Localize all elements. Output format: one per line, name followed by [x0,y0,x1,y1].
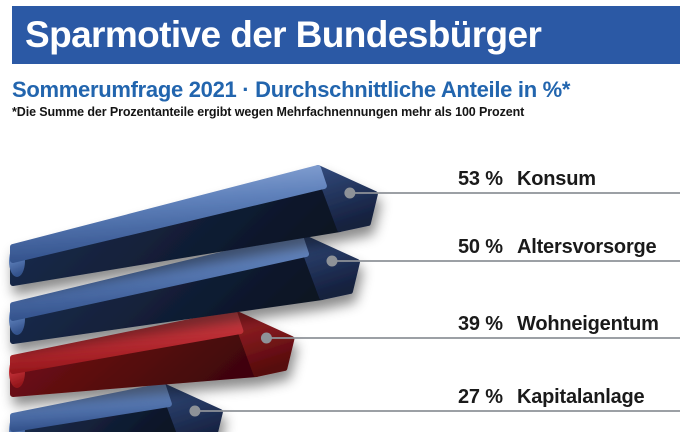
bar-konsum [9,165,378,286]
bar-wohneigentum [9,310,295,397]
bar-value-label: 50 % [458,236,503,258]
leader-dot [189,405,201,417]
bar-chart: 53 % Konsum 50 % Altersvorsorge 39 % Wohneige… [9,165,680,432]
bar-value-label: 39 % [458,313,503,335]
bar-top-face [10,383,172,432]
title-banner: Sparmotive der Bundesbürger [12,6,680,64]
bar-value-label: 53 % [458,168,503,190]
bar-category-label: Konsum [517,168,596,190]
bar-kapitalanlage [9,383,223,432]
leader-dot [260,332,272,344]
bar-altersvorsorge [9,233,360,344]
bar-category-label: Altersvorsorge [517,236,657,258]
bar-top-face [10,310,244,374]
leader-dot [344,187,356,199]
chart-subtitle: Sommerumfrage 2021 · Durchschnittliche A… [12,77,571,102]
chart-footnote: *Die Summe der Prozentanteile ergibt weg… [12,105,525,119]
leader-dot [326,255,338,267]
bar-category-label: Wohneigentum [517,313,659,335]
bar-value-label: 27 % [458,386,503,408]
bar-top-face [10,233,309,321]
bar-category-label: Kapitalanlage [517,386,645,408]
bar-top-face [10,165,327,263]
page-title: Sparmotive der Bundesbürger [25,14,542,55]
